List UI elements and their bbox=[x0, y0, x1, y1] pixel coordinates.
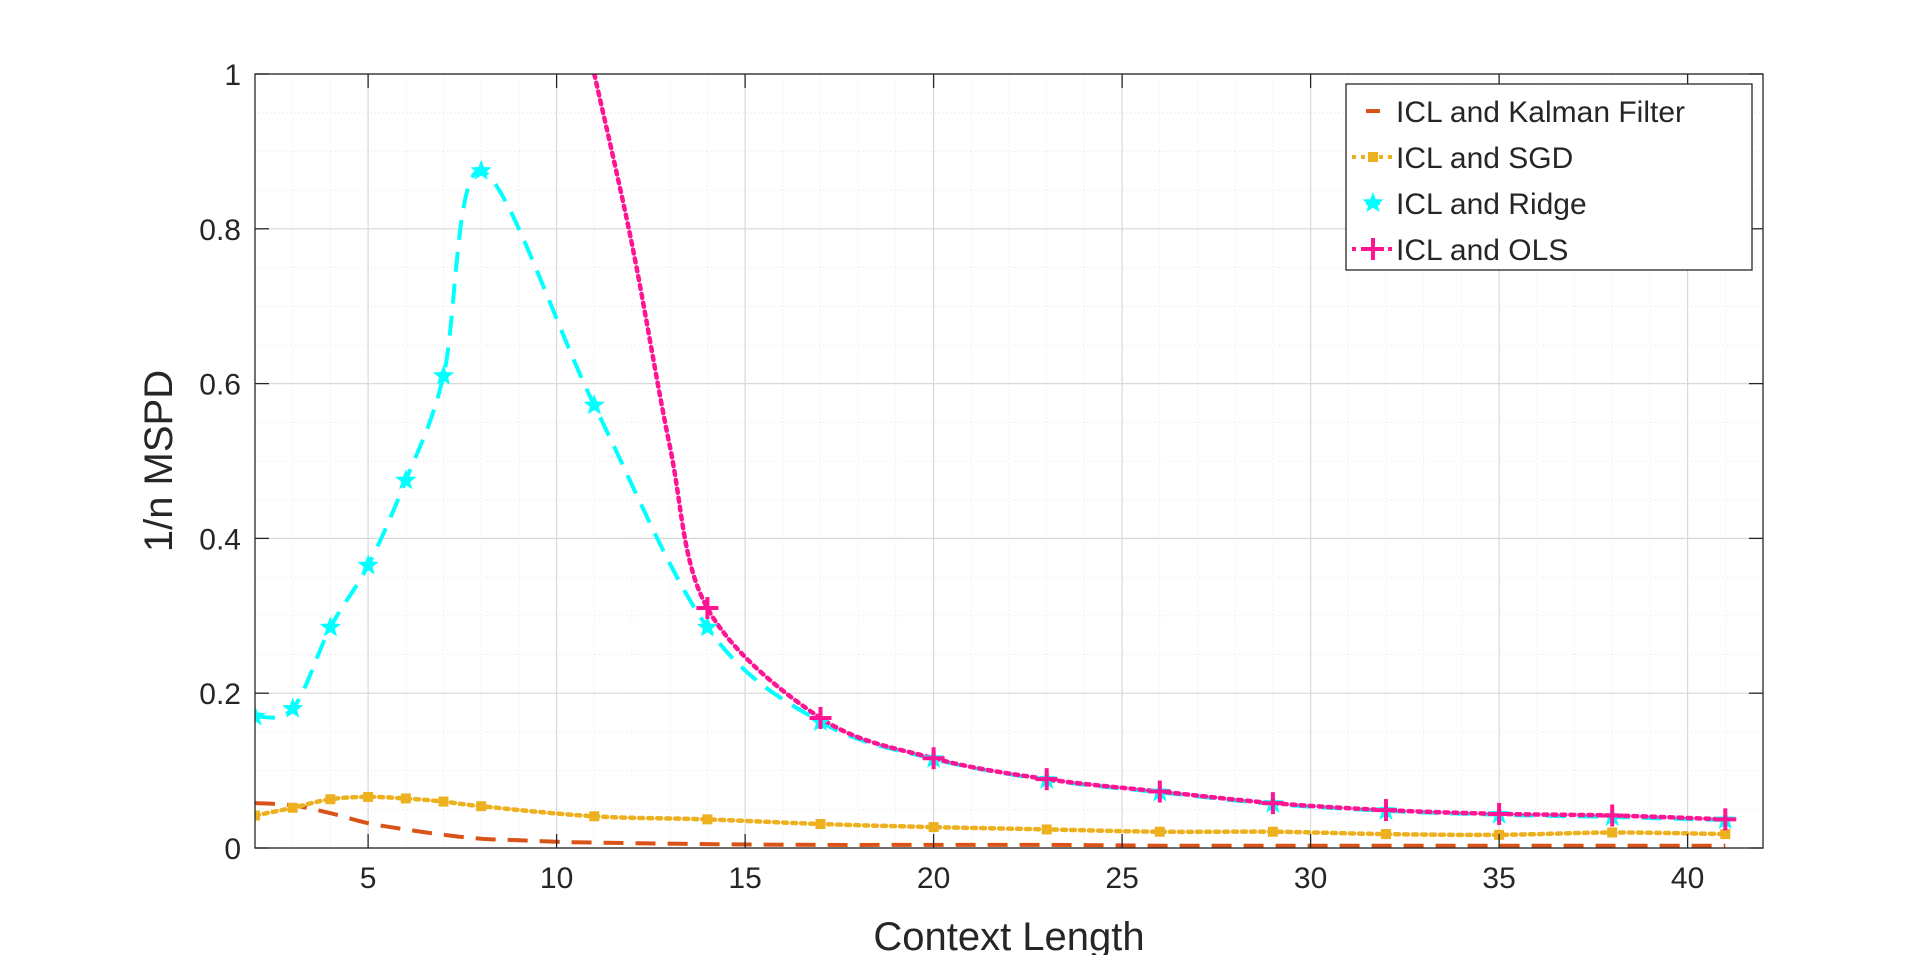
data-point bbox=[1375, 799, 1397, 822]
legend-marker bbox=[1362, 191, 1384, 213]
data-point bbox=[928, 822, 939, 833]
y-tick-label: 0.6 bbox=[199, 369, 241, 402]
x-tick-label: 30 bbox=[1294, 862, 1327, 895]
y-tick-label: 1 bbox=[224, 59, 241, 92]
data-point bbox=[255, 810, 260, 821]
legend-box bbox=[1345, 83, 1753, 271]
data-point bbox=[815, 819, 826, 830]
x-tick-label: 5 bbox=[360, 862, 377, 895]
legend-label: ICL and Kalman Filter bbox=[1396, 96, 1685, 129]
data-point bbox=[1720, 829, 1731, 840]
legend-label: ICL and Ridge bbox=[1396, 188, 1587, 221]
data-point bbox=[1035, 768, 1058, 791]
series-line-4 bbox=[592, 74, 1728, 822]
legend-entry: ICL and Ridge bbox=[1352, 188, 1587, 221]
data-point bbox=[357, 554, 379, 575]
legend-entry: ICL and Kalman Filter bbox=[1352, 96, 1685, 129]
series-line-2 bbox=[255, 794, 1728, 838]
data-point bbox=[325, 794, 336, 805]
data-point bbox=[1488, 802, 1511, 825]
data-point bbox=[1261, 792, 1284, 815]
y-tick-label: 0.4 bbox=[199, 523, 241, 556]
data-point bbox=[589, 811, 600, 822]
data-point bbox=[287, 802, 298, 813]
x-tick-label: 10 bbox=[540, 862, 573, 895]
legend-entry: ICL and OLS bbox=[1352, 234, 1568, 267]
data-point bbox=[922, 747, 945, 770]
data-point bbox=[1267, 826, 1278, 837]
data-point bbox=[255, 705, 266, 726]
data-point bbox=[1381, 829, 1391, 840]
data-point bbox=[400, 793, 411, 804]
x-tick-label: 15 bbox=[728, 862, 761, 895]
data-point bbox=[583, 394, 605, 415]
x-tick-label: 20 bbox=[917, 862, 950, 895]
data-point bbox=[1607, 827, 1618, 838]
data-point bbox=[1714, 808, 1737, 831]
data-point bbox=[1041, 824, 1052, 835]
data-point bbox=[696, 597, 719, 620]
legend-label: ICL and OLS bbox=[1396, 234, 1568, 267]
data-point bbox=[696, 616, 719, 637]
data-point bbox=[432, 364, 455, 385]
data-point bbox=[702, 814, 713, 825]
x-tick-label: 35 bbox=[1482, 862, 1515, 895]
y-axis-title: 1/n MSPD bbox=[137, 370, 181, 552]
plot-area-frame bbox=[254, 73, 1764, 849]
data-point bbox=[1154, 826, 1165, 837]
data-point bbox=[1601, 804, 1624, 827]
series-line-1 bbox=[255, 801, 1726, 848]
legend-label: ICL and SGD bbox=[1396, 142, 1573, 175]
data-point bbox=[363, 791, 374, 802]
data-point bbox=[476, 801, 487, 812]
x-tick-label: 40 bbox=[1671, 862, 1704, 895]
data-point bbox=[282, 697, 304, 718]
data-point bbox=[438, 796, 449, 807]
data-point bbox=[395, 469, 417, 490]
data-point bbox=[809, 706, 832, 729]
legend-entries: ICL and Kalman Filter ICL and SGD ICL and … bbox=[1352, 96, 1685, 267]
data-point bbox=[319, 616, 342, 637]
tick-labels: 5 10 15 20 25 30 35 40 0 0.2 0.4 0.6 0.8 1 bbox=[199, 59, 1704, 895]
legend: ICL and Kalman Filter ICL and SGD ICL and … bbox=[1345, 83, 1753, 271]
y-tick-label: 0.8 bbox=[199, 214, 241, 247]
data-point bbox=[1148, 780, 1171, 803]
y-tick-label: 0 bbox=[224, 833, 241, 866]
data-point bbox=[470, 159, 492, 180]
legend-marker bbox=[1368, 152, 1378, 162]
y-tick-label: 0.2 bbox=[199, 678, 241, 711]
legend-marker bbox=[1362, 238, 1384, 260]
x-tick-label: 25 bbox=[1105, 862, 1138, 895]
legend-entry: ICL and SGD bbox=[1352, 142, 1573, 175]
x-axis-title: Context Length bbox=[873, 915, 1144, 955]
